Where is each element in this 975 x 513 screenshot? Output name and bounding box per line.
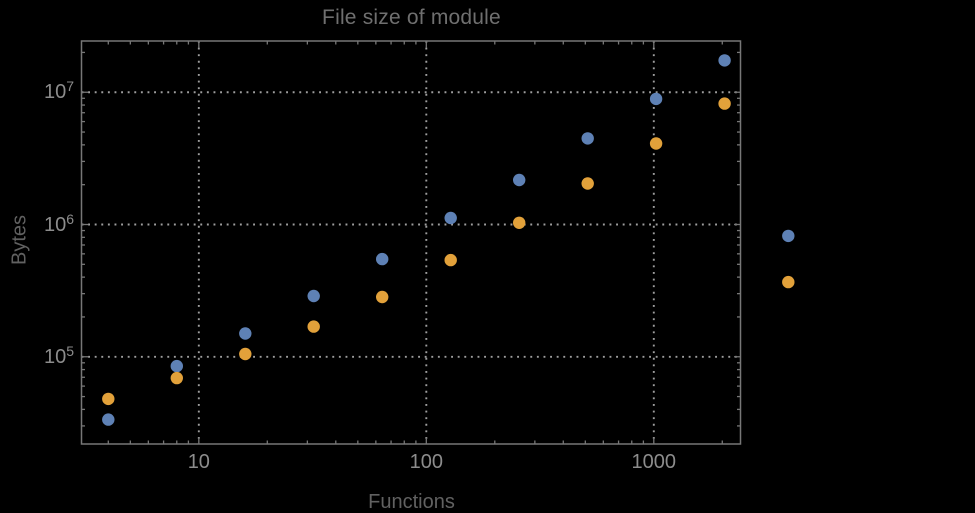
x-tick-label: 100: [409, 451, 443, 473]
data-point-orange: [239, 347, 252, 361]
data-point-blue: [376, 252, 389, 266]
data-point-blue: [581, 132, 594, 145]
data-point-blue: [444, 211, 457, 225]
data-point-orange: [782, 275, 795, 289]
data-point-blue: [718, 54, 731, 67]
data-point-orange: [376, 290, 389, 304]
data-point-blue: [513, 173, 526, 187]
data-point-blue: [239, 327, 252, 340]
data-point-blue: [782, 229, 795, 243]
data-point-orange: [718, 97, 731, 110]
data-point-blue: [102, 413, 115, 426]
plot-frame: [80, 40, 742, 445]
chart-title: File size of module: [322, 6, 501, 29]
data-point-orange: [513, 216, 526, 229]
data-point-blue: [649, 92, 663, 106]
y-tick-label: 106: [43, 210, 74, 236]
data-point-orange: [649, 137, 663, 150]
data-point-orange: [102, 392, 115, 406]
x-axis-label: Functions: [368, 491, 455, 513]
x-tick-label: 10: [187, 451, 210, 473]
data-point-orange: [581, 177, 594, 190]
y-tick-label: 105: [43, 342, 74, 368]
data-point-orange: [444, 253, 457, 267]
x-tick-label: 1000: [631, 451, 677, 473]
data-point-orange: [307, 320, 320, 333]
data-point-blue: [170, 359, 183, 373]
y-tick-label: 107: [43, 78, 74, 104]
data-point-orange: [170, 371, 183, 385]
data-point-blue: [307, 289, 320, 303]
